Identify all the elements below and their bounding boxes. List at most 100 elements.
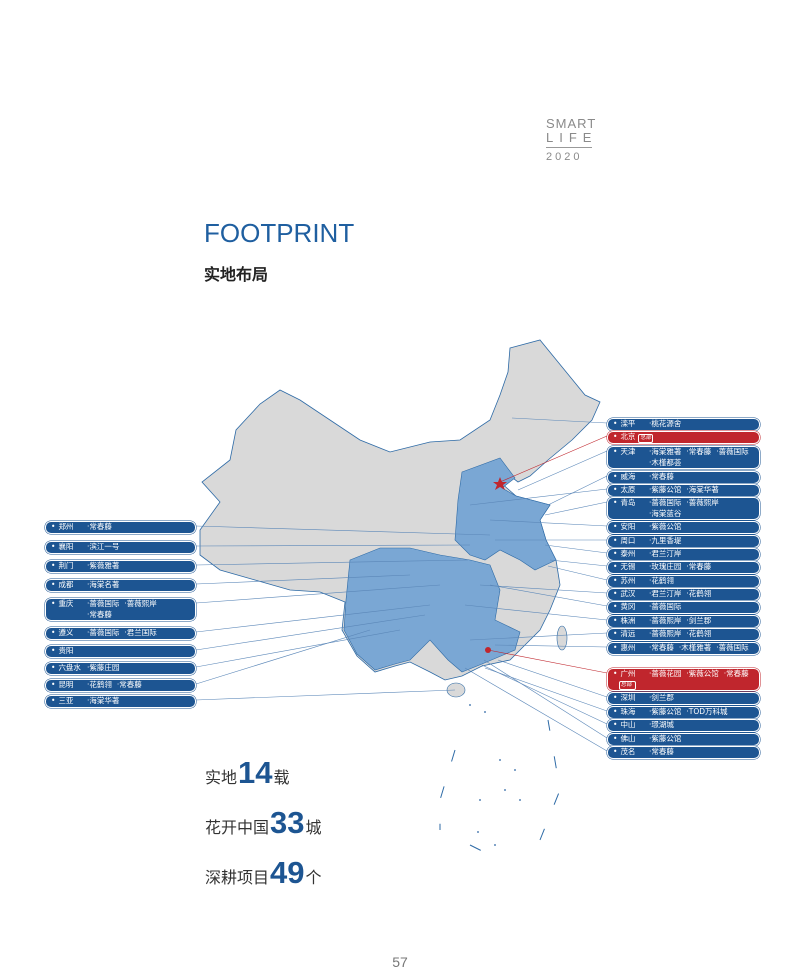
project-name: 海棠华著: [87, 696, 119, 707]
hq-badge: 总部: [619, 680, 636, 690]
leader-line: [489, 519, 608, 527]
leader-line: [489, 584, 608, 607]
city-name-text: 苏州: [620, 576, 636, 585]
city-label-right-0: 滦平 桃花源舍: [607, 418, 760, 431]
stat-prefix: 深耕项目: [205, 868, 270, 887]
city-name-text: 深圳: [620, 693, 636, 702]
project-list: 君兰汀岸花鹤翎: [649, 589, 755, 600]
page-subtitle: 实地布局: [204, 265, 269, 284]
leader-line: [195, 574, 411, 585]
project-list: [87, 646, 191, 657]
project-name: 蔷薇国际: [87, 599, 119, 610]
leader-line: [479, 584, 608, 594]
stat-prefix: 实地: [205, 768, 238, 787]
brand-year: 2020: [546, 151, 583, 163]
city-name-text: 北京: [620, 432, 636, 441]
city-label-right-15: 惠州 常春藤木槿雅著蔷薇国际: [607, 642, 760, 655]
leader-line: [195, 629, 401, 668]
project-name: 紫薇公馆: [649, 522, 681, 533]
stat-number: 49: [270, 855, 305, 890]
city-name-text: 茂名: [620, 747, 636, 756]
leader-line: [469, 632, 608, 641]
leader-line: [484, 667, 608, 712]
blue-region-southwest: [343, 547, 521, 673]
brand-line2: LIFE: [546, 130, 598, 145]
project-name: 君兰汀岸: [649, 589, 681, 600]
stat-years: 实地 14 载: [205, 755, 290, 791]
project-list: 紫薇雅著: [87, 561, 191, 572]
city-name-text: 广州: [620, 669, 636, 678]
project-name: 海棠雅著: [649, 447, 681, 458]
project-list: 桃花源舍: [649, 419, 755, 430]
city-name-text: 重庆: [58, 599, 74, 608]
city-label-right-19: 中山 璟湖城: [607, 719, 760, 732]
leader-line: [499, 435, 608, 483]
project-name: 剑兰郡: [649, 693, 674, 704]
project-name: 木槿雅著: [679, 643, 711, 654]
project-list: 紫藤公馆海棠华著: [649, 485, 755, 496]
leader-line: [195, 544, 471, 547]
city-name: 滦平: [613, 419, 649, 430]
project-name: 紫薇雅著: [87, 561, 119, 572]
project-name: 花鹤翎: [686, 629, 712, 640]
project-name: 常春藤: [686, 447, 712, 458]
city-name-text: 中山: [620, 720, 636, 729]
city-label-left-2: 荆门 紫薇雅著: [45, 560, 196, 573]
page-number: 57: [392, 954, 408, 970]
city-name-text: 太原: [620, 485, 636, 494]
city-name: 郑州: [51, 522, 87, 533]
city-label-left-9: 三亚 海棠华著: [45, 695, 196, 708]
project-name: 花鹤翎: [87, 680, 112, 691]
project-name: 紫薇公馆: [686, 669, 719, 690]
city-name: 茂名: [613, 747, 649, 758]
leader-line: [469, 488, 608, 506]
project-list: 君兰汀岸: [649, 549, 755, 560]
project-list: 紫藤庄园: [87, 663, 191, 674]
project-name: 璟湖城: [649, 720, 674, 731]
project-name: 常春藤: [686, 562, 712, 573]
project-name: 海棠名著: [87, 580, 119, 591]
leader-line: [517, 450, 608, 491]
city-label-right-5: 青岛 蔷薇国际蔷薇熙岸海棠蓝谷: [607, 497, 760, 520]
south-sea-islands: [469, 704, 521, 846]
project-name: 常春藤: [724, 669, 749, 690]
city-label-right-12: 黄冈 蔷薇国际: [607, 601, 760, 614]
city-name-text: 成都: [58, 580, 74, 589]
city-label-left-1: 襄阳 滨江一号: [45, 541, 196, 554]
city-name: 天津: [613, 447, 649, 468]
city-name: 威海: [613, 472, 649, 483]
project-name: 海棠蓝谷: [649, 509, 681, 520]
city-label-right-18: 珠海 紫藤公馆 TOD万科城: [607, 706, 760, 719]
project-list: 蔷薇国际蔷薇熙岸海棠蓝谷: [649, 498, 755, 519]
project-name: 蔷薇花园: [649, 669, 681, 690]
leader-line: [481, 664, 608, 725]
taiwan: [556, 625, 568, 651]
project-name: 蔷薇熙岸: [124, 599, 157, 610]
project-name: 滨江一号: [87, 542, 119, 553]
stat-suffix: 城: [305, 818, 322, 837]
leader-line: [549, 559, 608, 567]
city-name: 青岛: [613, 498, 649, 519]
city-name-text: 佛山: [620, 734, 636, 743]
project-name: 常春藤: [117, 680, 142, 691]
project-name: 蔷薇国际: [649, 498, 681, 509]
leader-line: [487, 649, 608, 674]
city-name-text: 安阳: [620, 522, 636, 531]
leader-line: [511, 417, 608, 424]
city-name: 昆明: [51, 680, 87, 691]
project-name: 君兰汀岸: [649, 549, 681, 560]
project-list: 璟湖城: [649, 720, 755, 731]
city-name-text: 青岛: [620, 498, 636, 507]
city-name-text: 襄阳: [58, 542, 74, 551]
leader-line: [544, 501, 608, 516]
city-label-left-4: 重庆 蔷薇国际蔷薇熙岸常春藤: [45, 598, 196, 621]
leader-line: [494, 644, 608, 648]
project-list: 滨江一号: [87, 542, 191, 553]
city-label-right-21: 茂名 常春藤: [607, 746, 760, 759]
brand-divider: [546, 147, 592, 148]
city-name: 成都: [51, 580, 87, 591]
brand-line1: SMART: [546, 116, 597, 131]
city-name-text: 清远: [620, 629, 636, 638]
smart-life-logo: SMART LIFE 2020: [546, 116, 598, 164]
